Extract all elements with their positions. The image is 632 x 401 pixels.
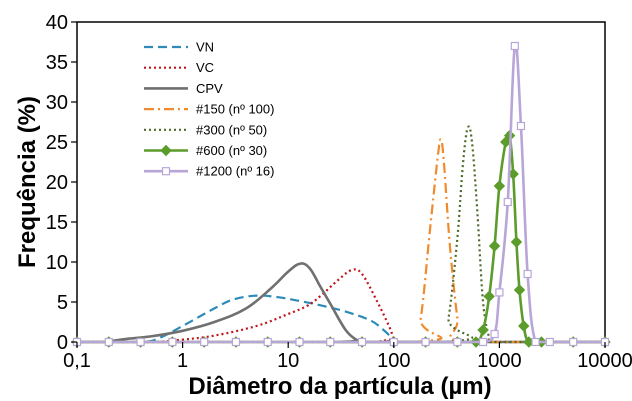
y-tick-label: 35 [46, 52, 68, 74]
data-point [453, 337, 462, 347]
legend-label: #150 (nº 100) [196, 102, 274, 117]
data-point [326, 337, 335, 347]
data-point [483, 290, 495, 303]
legend-item: CPV [144, 81, 223, 96]
y-tick-label: 30 [46, 92, 68, 114]
data-point [136, 337, 145, 347]
data-point [523, 269, 532, 279]
tick-layer: 0 5 10 15 20 25 30 35 40 0,1 1 10 100 1000 10000 [46, 12, 632, 372]
y-tick-label: 0 [57, 332, 68, 354]
data-point [421, 337, 430, 347]
x-tick-label: 1 [177, 350, 188, 372]
data-point [295, 337, 304, 347]
data-point [490, 329, 499, 339]
y-tick-label: 40 [46, 12, 68, 34]
data-point [510, 41, 519, 51]
data-point [516, 121, 526, 131]
x-tick-label: 0,1 [63, 350, 91, 372]
x-tick-label: 10 [277, 350, 299, 372]
data-point [104, 337, 113, 347]
legend-label: #300 (nº 50) [196, 122, 267, 137]
legend-item: VC [144, 60, 214, 75]
legend-label: #600 (nº 30) [196, 143, 267, 158]
data-point [488, 240, 501, 252]
legend-label: VC [196, 60, 214, 75]
y-tick-label: 25 [46, 132, 68, 154]
data-point [168, 337, 177, 347]
y-tick-label: 10 [46, 252, 68, 274]
series-3 [76, 262, 605, 344]
data-point [545, 337, 554, 347]
legend-item: #300 (nº 50) [144, 122, 267, 137]
series-layer [71, 41, 611, 348]
data-point [200, 337, 209, 347]
data-point [518, 320, 530, 332]
data-point [493, 180, 506, 192]
data-point [357, 337, 367, 347]
data-point [513, 284, 526, 296]
data-point [263, 337, 272, 347]
legend-item: #150 (nº 100) [144, 102, 274, 117]
legend-marker [161, 167, 171, 176]
data-point [478, 337, 488, 347]
x-tick-label: 10000 [577, 350, 632, 372]
data-point [231, 337, 241, 347]
legend-label: VN [196, 40, 214, 55]
x-tick-label: 1000 [477, 350, 522, 372]
y-tick-label: 20 [46, 172, 68, 194]
series-6 [71, 129, 611, 348]
legend-item: VN [144, 40, 214, 55]
x-axis-title: Diâmetro da partícula (µm) [188, 373, 491, 400]
data-point [495, 288, 504, 297]
y-tick-label: 15 [46, 212, 68, 234]
data-point [503, 197, 512, 207]
data-point [510, 236, 523, 248]
series-line [76, 262, 605, 344]
legend: VN VC CPV #150 (nº 100) #300 (nº 50) #600 (nº… [144, 40, 274, 179]
legend-label: CPV [196, 81, 223, 96]
plot-area-border [76, 21, 606, 343]
data-point [531, 337, 540, 347]
legend-item: #600 (nº 30) [144, 143, 267, 158]
y-tick-label: 5 [57, 292, 68, 314]
y-axis-title: Frequência (%) [14, 96, 41, 268]
x-tick-label: 100 [377, 350, 410, 372]
data-point [569, 337, 578, 347]
legend-marker [160, 144, 172, 157]
plot-frame [76, 21, 606, 343]
data-point [477, 324, 489, 336]
legend-item: #1200 (nº 16) [144, 164, 274, 179]
legend-label: #1200 (nº 16) [196, 164, 274, 179]
